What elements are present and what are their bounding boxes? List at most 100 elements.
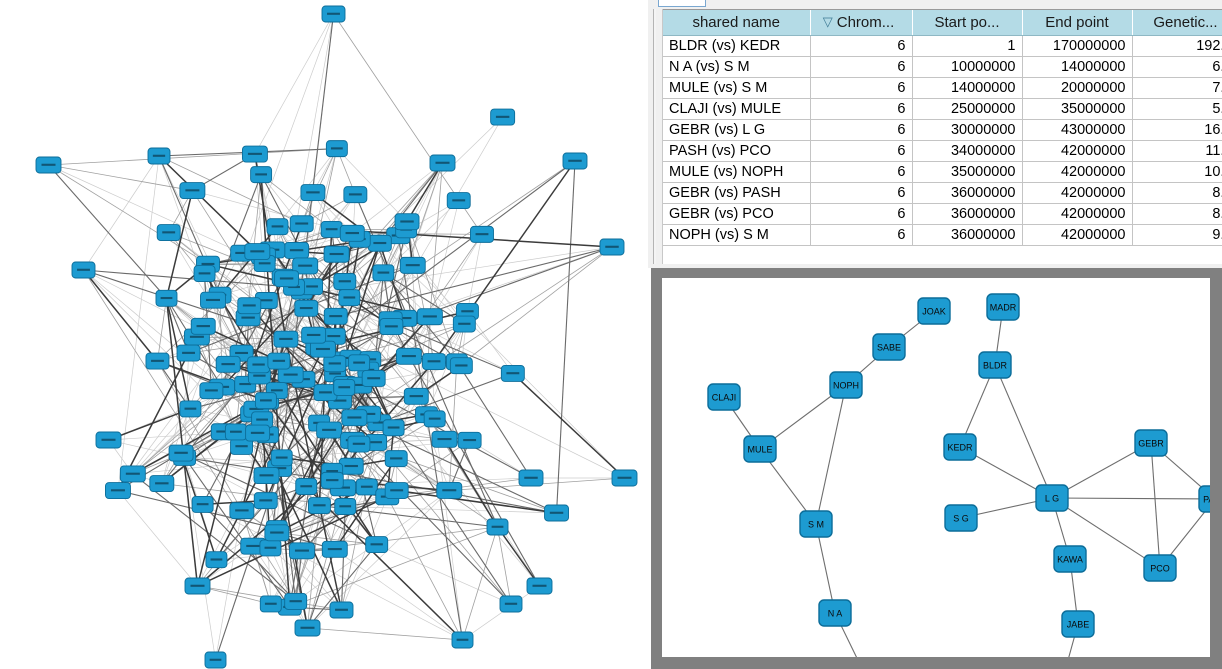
hairball-edge[interactable] bbox=[334, 486, 368, 550]
table-cell-shared_name[interactable]: MULE (vs) NOPH bbox=[663, 161, 811, 183]
table-cell-genetic[interactable]: 11.4 bbox=[1132, 140, 1222, 162]
table-cell-shared_name[interactable]: NOPH (vs) S M bbox=[663, 224, 811, 246]
hairball-edge[interactable] bbox=[379, 372, 514, 424]
table-cell-genetic[interactable]: 6.6 bbox=[1132, 56, 1222, 78]
column-header-end-point[interactable]: End point bbox=[1022, 10, 1133, 36]
hairball-edge[interactable] bbox=[344, 162, 443, 282]
table-cell-start_point[interactable]: 1 bbox=[912, 35, 1023, 57]
hairball-edge[interactable] bbox=[334, 442, 377, 550]
table-cell-chromosome[interactable]: 6 bbox=[810, 98, 913, 120]
column-header-genetic[interactable]: Genetic... bbox=[1132, 10, 1222, 36]
table-cell-shared_name[interactable]: PASH (vs) PCO bbox=[663, 140, 811, 162]
hairball-edge[interactable] bbox=[443, 438, 499, 528]
hairball-edge[interactable] bbox=[350, 162, 443, 359]
table-vertical-scrollbar[interactable] bbox=[656, 9, 663, 264]
hairball-edge[interactable] bbox=[496, 526, 541, 587]
column-header-start-point[interactable]: Start po... bbox=[912, 10, 1023, 36]
table-cell-chromosome[interactable]: 6 bbox=[810, 140, 913, 162]
table-cell-chromosome[interactable]: 6 bbox=[810, 182, 913, 204]
table-cell-end_point[interactable]: 14000000 bbox=[1022, 56, 1133, 78]
table-cell-genetic[interactable]: 8.9 bbox=[1132, 182, 1222, 204]
hairball-edge[interactable] bbox=[212, 174, 262, 301]
hairball-edge[interactable] bbox=[117, 490, 198, 587]
hairball-edge[interactable] bbox=[196, 336, 286, 340]
hairball-edge[interactable] bbox=[165, 298, 199, 587]
cluster-node[interactable]: PASH bbox=[1198, 485, 1210, 513]
hairball-edge[interactable] bbox=[336, 254, 410, 357]
hairball-edge[interactable] bbox=[286, 13, 334, 279]
hairball-edge[interactable] bbox=[341, 442, 377, 611]
cluster-node-shape[interactable] bbox=[978, 351, 1012, 379]
table-cell-chromosome[interactable]: 6 bbox=[810, 161, 913, 183]
hairball-edge[interactable] bbox=[448, 361, 458, 491]
hairball-edge[interactable] bbox=[336, 148, 408, 222]
hairball-network-view[interactable] bbox=[0, 0, 648, 669]
table-cell-end_point[interactable]: 42000000 bbox=[1022, 203, 1133, 225]
cluster-node[interactable]: PCO bbox=[1143, 554, 1177, 582]
hairball-edge[interactable] bbox=[305, 485, 464, 641]
cluster-node-shape[interactable] bbox=[943, 433, 977, 461]
cluster-node[interactable]: MADR bbox=[986, 293, 1020, 321]
hairball-edge[interactable] bbox=[202, 504, 463, 641]
hairball-edge[interactable] bbox=[373, 316, 431, 379]
hairball-edge[interactable] bbox=[334, 458, 397, 550]
hairball-edge[interactable] bbox=[404, 317, 514, 374]
cluster-node[interactable]: NOPH bbox=[829, 371, 863, 399]
cluster-edge[interactable] bbox=[1051, 497, 1161, 569]
table-cell-genetic[interactable]: 7.5 bbox=[1132, 77, 1222, 99]
cluster-node[interactable]: JABE bbox=[1061, 610, 1095, 638]
table-viewport[interactable]: shared name ▽ Chrom... Start po... End po… bbox=[663, 9, 1222, 264]
hairball-edge[interactable] bbox=[555, 160, 576, 514]
cluster-node-shape[interactable] bbox=[944, 504, 978, 532]
hairball-edge[interactable] bbox=[379, 243, 465, 325]
table-tab-stub[interactable] bbox=[658, 0, 706, 7]
cluster-node-shape[interactable] bbox=[1053, 545, 1087, 573]
cluster-node-shape[interactable] bbox=[1134, 429, 1168, 457]
hairball-edge[interactable] bbox=[157, 298, 167, 362]
hairball-edge[interactable] bbox=[497, 526, 512, 605]
hairball-edge[interactable] bbox=[48, 148, 337, 166]
cluster-edge[interactable] bbox=[1051, 497, 1210, 500]
hairball-edge[interactable] bbox=[426, 323, 465, 415]
cluster-node-shape[interactable] bbox=[743, 435, 777, 463]
hairball-edge[interactable] bbox=[221, 238, 361, 388]
hairball-edge[interactable] bbox=[352, 439, 512, 605]
hairball-edge[interactable] bbox=[341, 496, 388, 611]
hairball-edge[interactable] bbox=[260, 174, 332, 230]
table-cell-chromosome[interactable]: 6 bbox=[810, 119, 913, 141]
hairball-edge[interactable] bbox=[276, 532, 342, 611]
cluster-node[interactable]: L G bbox=[1035, 484, 1069, 512]
table-cell-start_point[interactable]: 34000000 bbox=[912, 140, 1023, 162]
table-cell-shared_name[interactable]: GEBR (vs) L G bbox=[663, 119, 811, 141]
hairball-edge[interactable] bbox=[165, 190, 194, 299]
table-cell-start_point[interactable]: 14000000 bbox=[912, 77, 1023, 99]
table-cell-start_point[interactable]: 36000000 bbox=[912, 203, 1023, 225]
cluster-node[interactable]: MULE bbox=[743, 435, 777, 463]
hairball-edge[interactable] bbox=[83, 269, 295, 288]
table-cell-genetic[interactable]: 9.9 bbox=[1132, 224, 1222, 246]
hairball-edge[interactable] bbox=[180, 452, 377, 546]
hairball-edge[interactable] bbox=[184, 457, 266, 501]
hairball-edge[interactable] bbox=[48, 164, 167, 299]
hairball-edge[interactable] bbox=[306, 549, 336, 629]
cluster-node[interactable]: CLAJI bbox=[707, 383, 741, 411]
table-cell-shared_name[interactable]: CLAJI (vs) MULE bbox=[663, 98, 811, 120]
cluster-node-shape[interactable] bbox=[1198, 485, 1210, 513]
table-cell-start_point[interactable]: 30000000 bbox=[912, 119, 1023, 141]
hairball-edge[interactable] bbox=[276, 378, 375, 534]
hairball-edge[interactable] bbox=[386, 200, 460, 497]
table-cell-end_point[interactable]: 42000000 bbox=[1022, 161, 1133, 183]
hairball-edge[interactable] bbox=[312, 192, 392, 320]
hairball-edge[interactable] bbox=[202, 325, 280, 362]
table-cell-shared_name[interactable]: N A (vs) S M bbox=[663, 56, 811, 78]
table-cell-shared_name[interactable]: GEBR (vs) PCO bbox=[663, 203, 811, 225]
hairball-edge[interactable] bbox=[117, 155, 160, 491]
table-cell-genetic[interactable]: 5.9 bbox=[1132, 98, 1222, 120]
